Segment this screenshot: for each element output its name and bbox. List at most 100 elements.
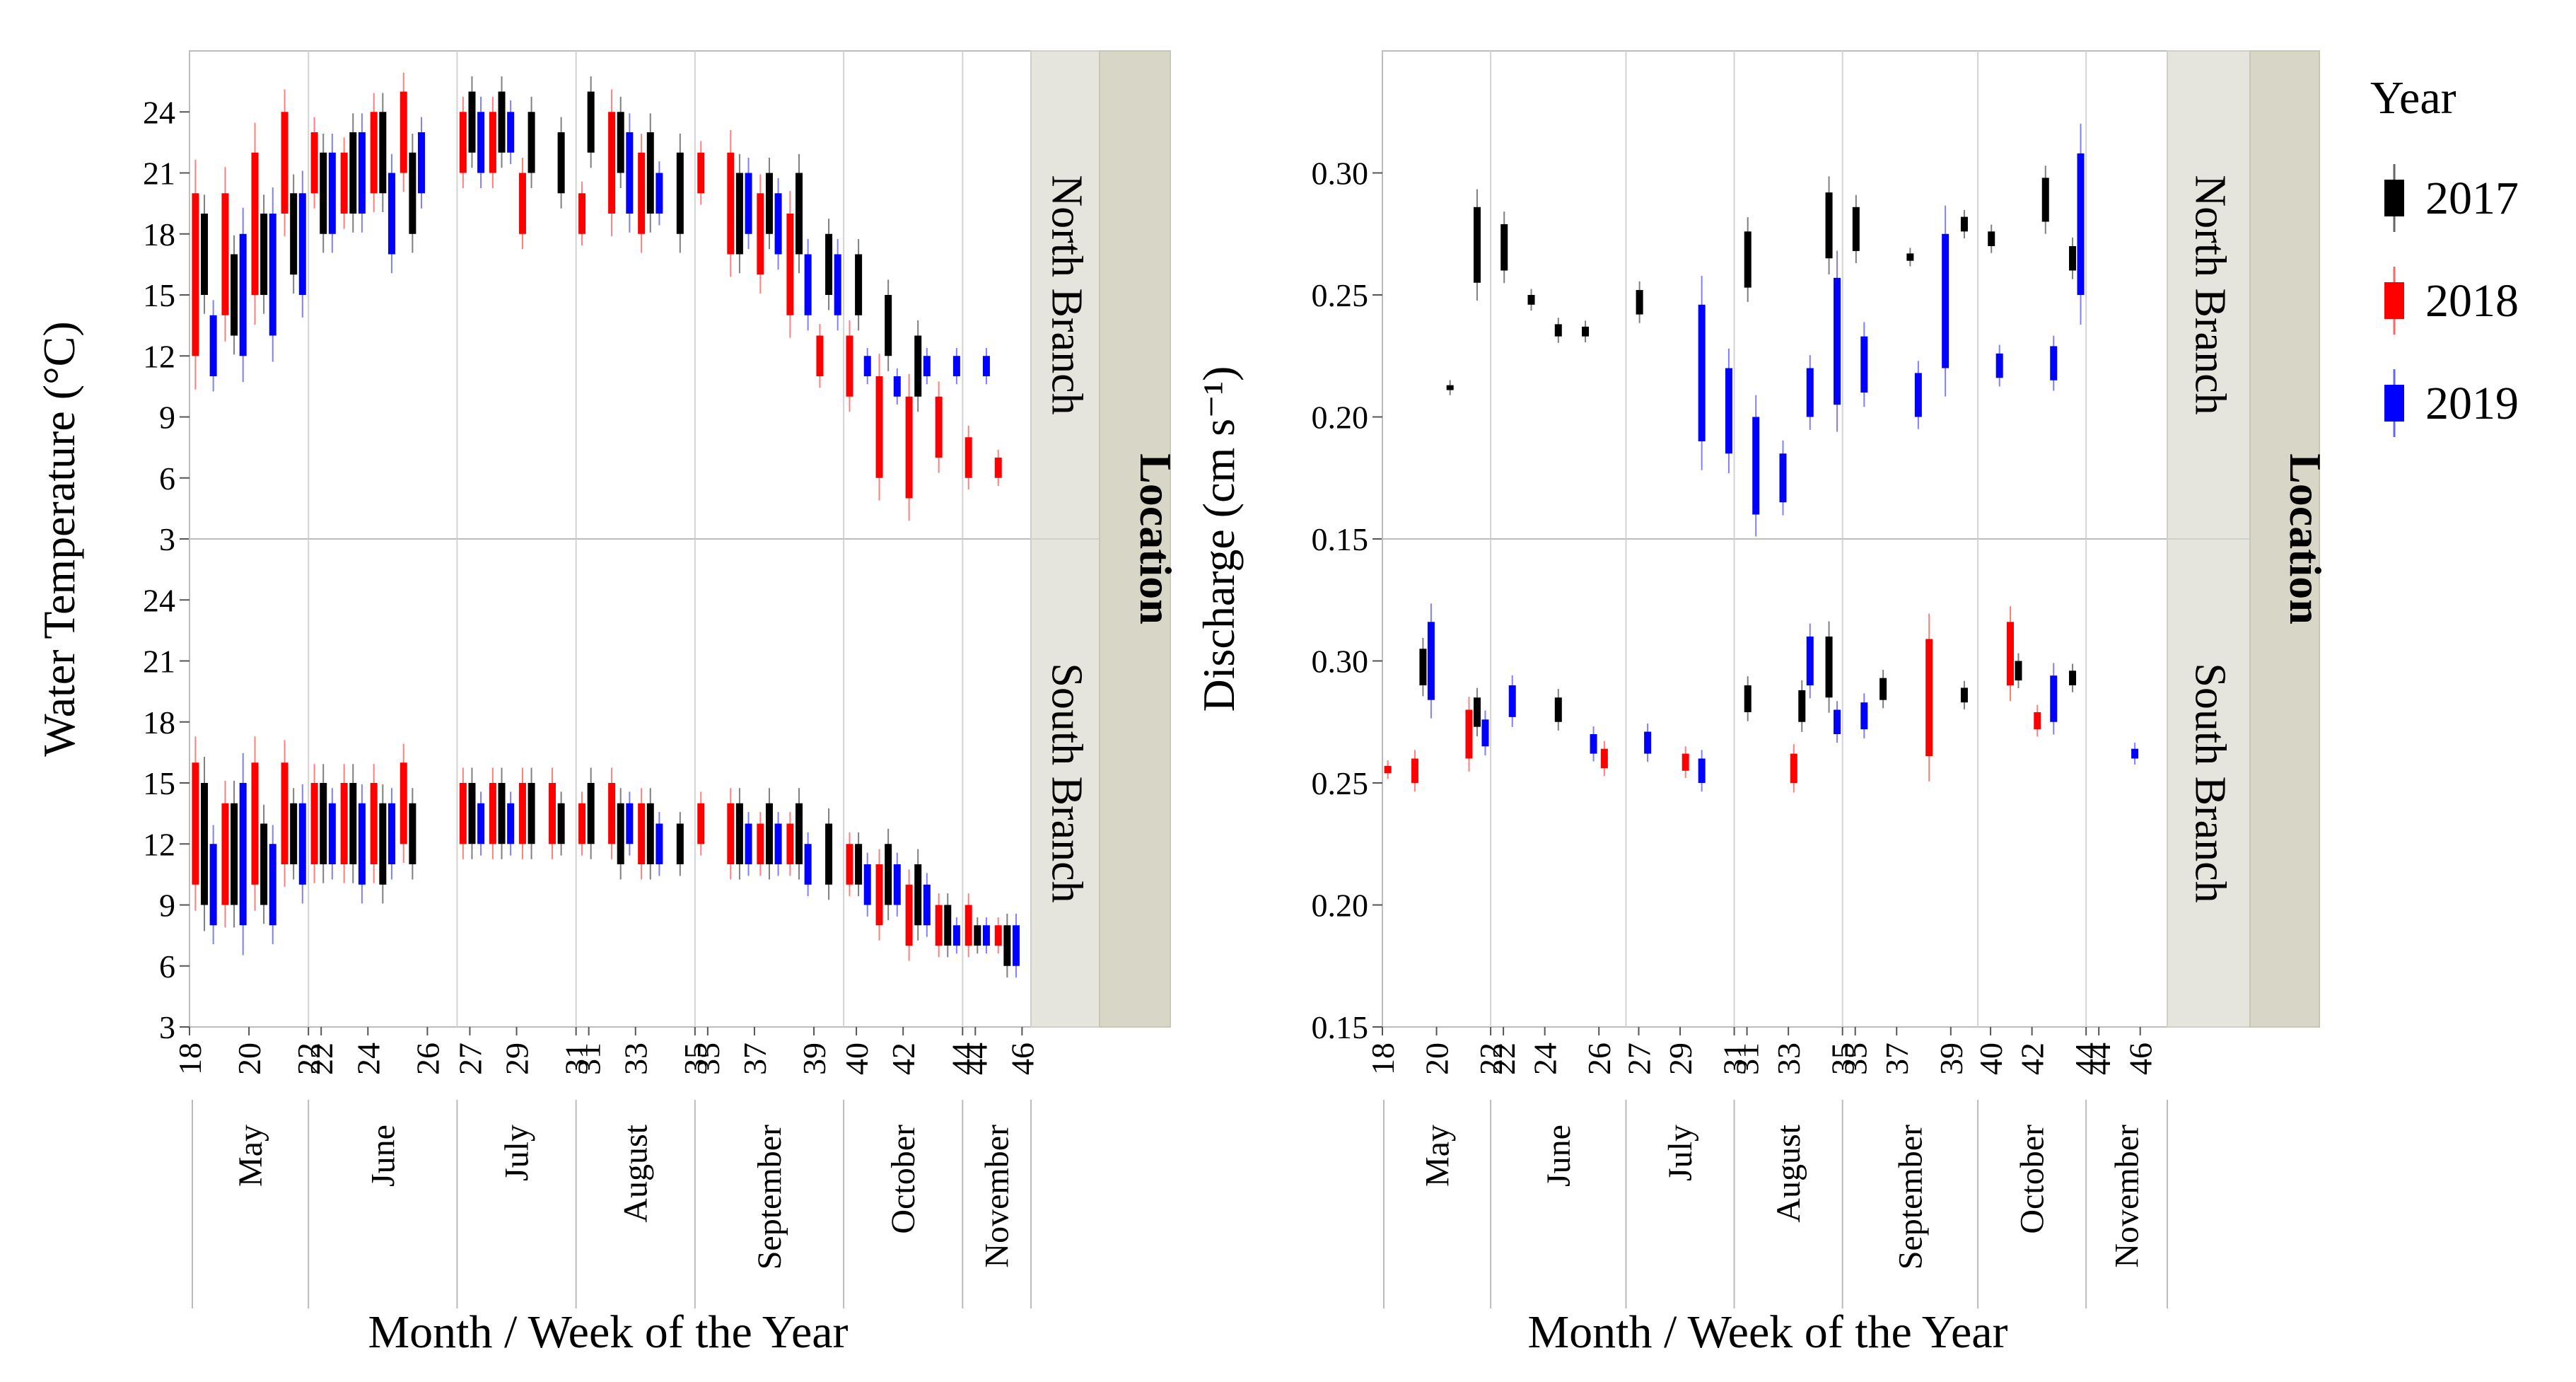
x-tick-label: 35 — [677, 1043, 713, 1075]
box-2019 — [745, 823, 752, 864]
box-2019 — [923, 884, 931, 926]
box-2017 — [735, 803, 743, 864]
box-2019 — [1698, 758, 1706, 783]
series-2017 — [201, 756, 1011, 978]
box-2019 — [1806, 368, 1814, 417]
box-2018 — [846, 335, 853, 397]
box-2018 — [697, 152, 705, 194]
series-2018 — [192, 72, 1002, 521]
box-2017 — [1798, 690, 1806, 722]
x-tick-label: 44 — [2081, 1043, 2117, 1075]
box-2017 — [498, 783, 506, 844]
facet-label: North Branch — [2186, 175, 2234, 414]
box-2018 — [1925, 639, 1933, 757]
y-tick-label: 0.30 — [1312, 156, 1369, 192]
x-tick-label: 31 — [1717, 1043, 1753, 1075]
month-label: September — [751, 1125, 788, 1270]
box-2019 — [1481, 719, 1489, 747]
facet-row-south: 0.15 0.20 0.25 0.30 South Branch — [1312, 538, 2251, 1045]
x-tick-label: 22 — [1486, 1043, 1522, 1075]
box-2017 — [260, 823, 268, 905]
box-2019 — [2131, 748, 2139, 759]
x-tick-label: 39 — [1933, 1043, 1969, 1075]
box-2018 — [1682, 753, 1689, 771]
box-2017 — [1473, 207, 1481, 283]
box-2017 — [855, 844, 863, 885]
x-tick-label: 37 — [1879, 1043, 1915, 1075]
y-tick-label: 15 — [143, 765, 175, 801]
box-2018 — [578, 803, 586, 844]
box-2017 — [349, 783, 357, 864]
y-tick-label: 3 — [159, 1009, 175, 1045]
box-2018 — [757, 193, 764, 275]
box-2017 — [1419, 649, 1427, 685]
series-2019 — [209, 96, 990, 405]
box-2019 — [774, 193, 782, 255]
box-2017 — [2069, 670, 2077, 685]
box-2017 — [528, 112, 535, 173]
y-tick-label: 9 — [159, 400, 175, 436]
box-2018 — [251, 152, 259, 295]
series-2019 — [209, 753, 1020, 978]
box-2018 — [905, 884, 913, 946]
y-tick-label: 24 — [143, 582, 175, 618]
month-label: October — [885, 1125, 922, 1234]
x-tick-label: 29 — [1662, 1043, 1698, 1075]
box-2017 — [1744, 231, 1752, 288]
month-label: November — [979, 1125, 1016, 1268]
x-tick-label: 26 — [409, 1043, 445, 1075]
box-2018 — [935, 905, 943, 946]
month-label: June — [1540, 1125, 1578, 1187]
y-tick-label: 0.25 — [1312, 765, 1369, 801]
box-2018 — [638, 152, 646, 234]
x-tick-label: 44 — [957, 1043, 993, 1075]
box-2017 — [1446, 385, 1454, 390]
box-2018 — [638, 803, 646, 864]
box-2019 — [387, 803, 395, 864]
x-tick-label: 26 — [1581, 1043, 1617, 1075]
box-2019 — [298, 803, 306, 885]
x-tick-label: 33 — [1771, 1043, 1807, 1075]
box-2017 — [617, 803, 624, 864]
x-tick-label: 35 — [690, 1043, 726, 1075]
y-tick-label: 21 — [143, 156, 175, 192]
x-tick-label: 46 — [1004, 1043, 1040, 1075]
y-tick-label: 12 — [143, 826, 175, 862]
box-2017 — [498, 91, 506, 153]
box-2017 — [1744, 685, 1752, 712]
legend-swatch — [2384, 180, 2404, 216]
box-2017 — [646, 132, 654, 214]
box-2017 — [765, 803, 773, 864]
box-2019 — [269, 214, 276, 336]
box-2017 — [795, 803, 803, 864]
box-2019 — [1860, 702, 1868, 730]
box-2019 — [952, 925, 960, 946]
box-2019 — [1806, 637, 1814, 685]
facet-label: North Branch — [1043, 175, 1091, 414]
box-2018 — [875, 864, 883, 926]
box-2019 — [1644, 731, 1652, 754]
facet-strip — [2167, 538, 2251, 1028]
month-label: August — [1770, 1124, 1807, 1222]
box-2019 — [804, 844, 812, 885]
box-2018 — [370, 783, 378, 864]
box-2019 — [774, 823, 782, 864]
box-2018 — [192, 193, 199, 356]
box-2018 — [1790, 753, 1797, 783]
series-2019 — [1698, 123, 2085, 537]
legend-swatch — [2384, 282, 2404, 319]
month-label: August — [617, 1124, 655, 1222]
box-2017 — [1582, 326, 1590, 337]
box-2019 — [2050, 675, 2058, 722]
box-2019 — [745, 173, 752, 234]
box-2018 — [608, 783, 616, 844]
box-2019 — [863, 864, 871, 905]
box-2018 — [816, 335, 824, 376]
y-tick-label: 3 — [159, 521, 175, 557]
facet-strip — [1030, 50, 1100, 540]
box-2019 — [2050, 346, 2058, 381]
x-tick-label: 22 — [303, 1043, 339, 1075]
y-tick-label: 6 — [159, 460, 175, 497]
y-tick-label: 9 — [159, 888, 175, 924]
y-tick-label: 18 — [143, 216, 175, 252]
